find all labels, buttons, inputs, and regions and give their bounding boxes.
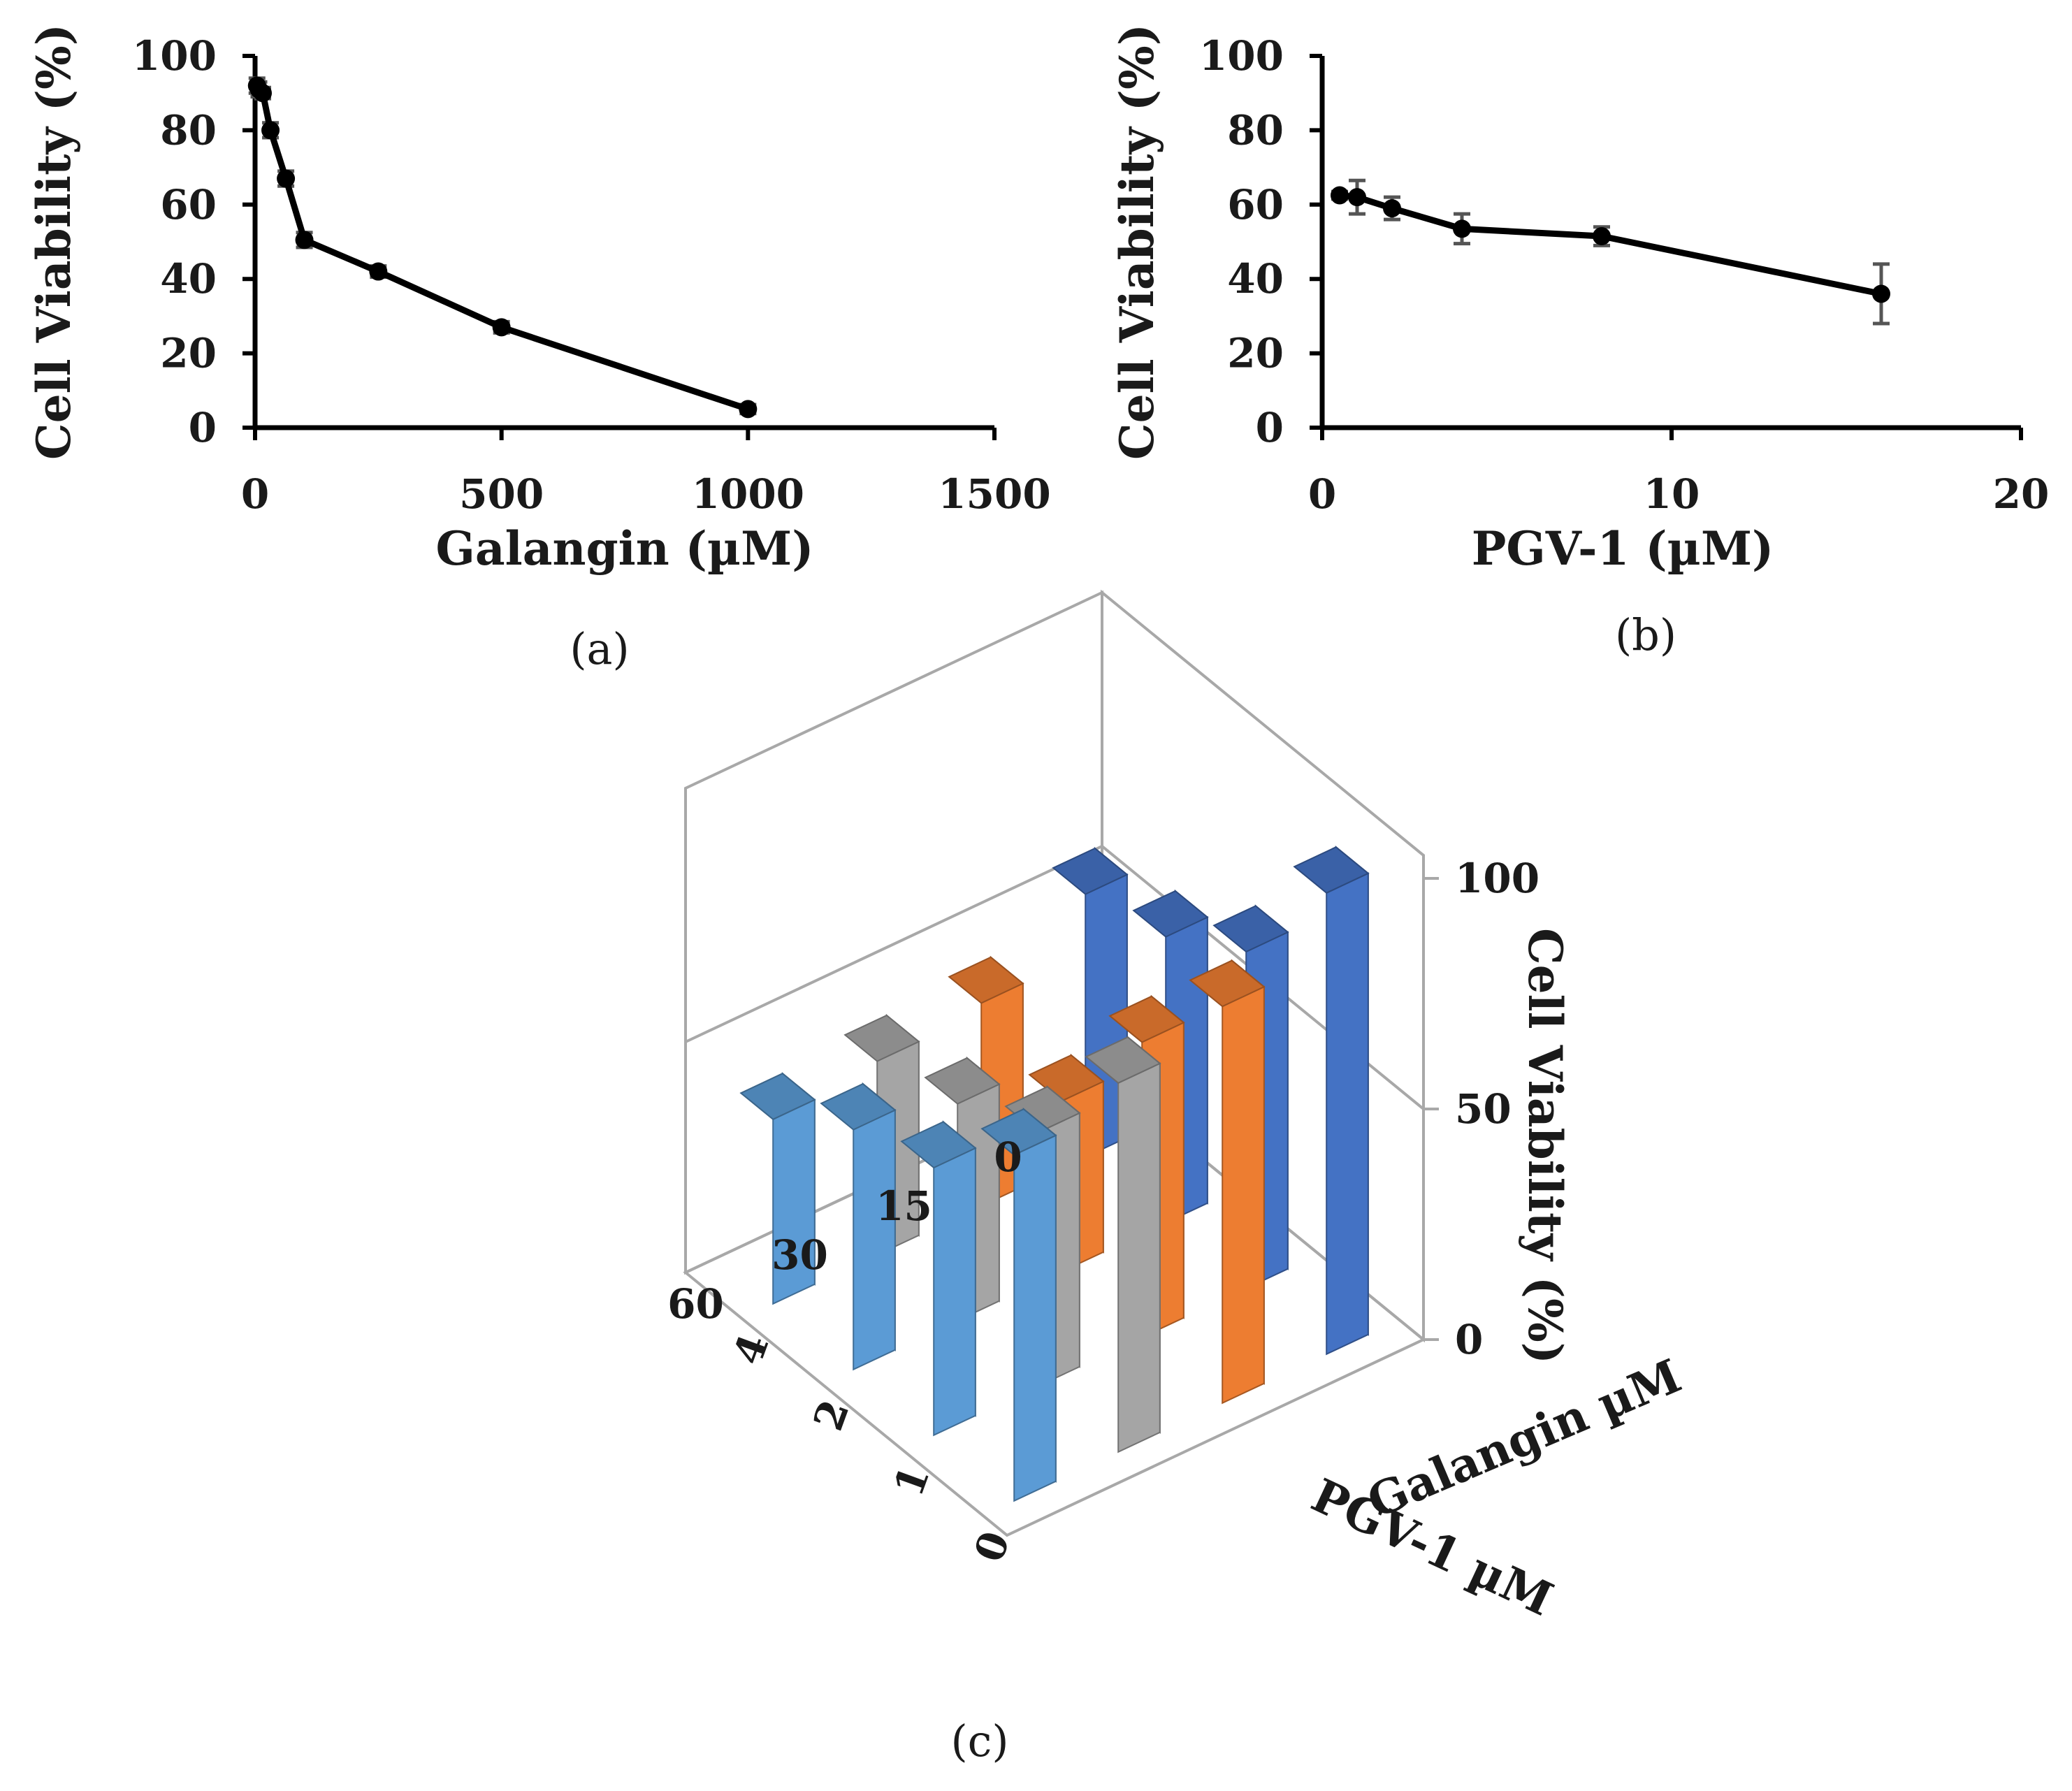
a-x-tick-label: 0 [241, 470, 269, 518]
b-data-point [1383, 199, 1401, 218]
chart-c-bar [1293, 846, 1370, 1356]
chart-c-pgv1-tick-label: 1 [885, 1460, 939, 1502]
chart-b-series-line [1339, 192, 1882, 297]
a-data-point [492, 318, 511, 337]
chart-c-z-tick-label: 0 [1455, 1316, 1483, 1363]
chart-c-walls [683, 589, 1439, 1537]
chart-a-tick-marks [242, 54, 997, 440]
chart-c-z-tick-label: 50 [1455, 1085, 1512, 1133]
chart-c-gridline [685, 844, 1425, 1110]
a-data-point [261, 121, 280, 140]
b-data-point [1331, 186, 1349, 205]
chart-c-galangin-tick-label: 30 [771, 1231, 828, 1279]
b-y-tick-label: 40 [1227, 255, 1284, 303]
a-x-tick-label: 500 [459, 470, 544, 518]
a-y-tick-label: 0 [189, 404, 217, 451]
chart-b-error-bars [1331, 178, 1890, 326]
b-x-tick-label: 10 [1644, 470, 1700, 518]
chart-a-series-line [254, 84, 749, 412]
chart-b-points [1331, 186, 1890, 303]
chart-c-side-wall [1101, 589, 1425, 1343]
chart-c-bar [1189, 959, 1266, 1405]
chart-c-bar [980, 1108, 1057, 1502]
chart-c-panel-label: (c) [950, 1716, 1008, 1767]
chart-c-bar [900, 1120, 977, 1437]
a-y-tick-label: 80 [160, 106, 217, 154]
a-x-tick-label: 1500 [938, 470, 1050, 518]
b-y-tick-label: 80 [1227, 106, 1284, 154]
chart-c-z-tick-label: 100 [1455, 855, 1539, 902]
chart-c-bars [739, 846, 1370, 1502]
b-data-point [1348, 188, 1366, 207]
chart-c-bar [1085, 1036, 1161, 1453]
chart-c-galangin-tick-label: 15 [876, 1182, 932, 1230]
chart-c-bar [820, 1082, 897, 1371]
a-y-tick-label: 60 [160, 181, 217, 229]
chart-c-pgv1-tick-label: 4 [724, 1328, 778, 1371]
b-data-point [1453, 219, 1471, 238]
b-data-point [1593, 227, 1611, 246]
b-y-tick-label: 0 [1256, 404, 1284, 451]
a-data-point [295, 231, 314, 249]
a-data-point [369, 262, 388, 281]
chart-c-bar [1052, 846, 1129, 1159]
a-x-tick-label: 1000 [692, 470, 804, 518]
chart-c-galangin-tick-label: 0 [994, 1133, 1022, 1181]
a-y-tick-label: 40 [160, 255, 217, 303]
chart-c-z-axis-label: Cell Viability (%) [1518, 928, 1572, 1364]
a-y-tick-label: 100 [132, 32, 217, 80]
b-data-point [1872, 284, 1890, 303]
a-data-point [277, 169, 296, 188]
chart-b-tick-marks [1310, 54, 2023, 440]
b-y-tick-label: 100 [1199, 32, 1284, 80]
b-y-tick-label: 20 [1227, 330, 1284, 377]
chart-c-galangin-axis-label: Galangin µM [1360, 1348, 1689, 1529]
chart-b-pgv1: 0 20 40 60 80 100 0 10 20 PGV-1 (µM) Cell Viabil… [1110, 24, 2049, 660]
chart-b-y-axis-label: Cell Viability (%) [1110, 24, 1164, 460]
a-data-point [254, 84, 273, 103]
chart-c-pgv1-tick-label: 0 [965, 1525, 1020, 1568]
b-x-tick-label: 0 [1308, 470, 1336, 518]
chart-a-points [247, 76, 758, 419]
b-x-tick-label: 20 [1993, 470, 2050, 518]
chart-a-y-axis-label: Cell Viability (%) [27, 24, 81, 460]
a-data-point [739, 400, 758, 419]
a-y-tick-label: 20 [160, 330, 217, 377]
chart-c-pgv1-tick-label: 2 [804, 1394, 859, 1437]
chart-a-x-axis-label: Galangin (µM) [436, 521, 814, 576]
chart-c-galangin-tick-label: 60 [667, 1280, 724, 1328]
b-y-tick-label: 60 [1227, 181, 1284, 229]
chart-b-x-axis-label: PGV-1 (µM) [1472, 521, 1774, 576]
chart-b-tick-labels: 0 20 40 60 80 100 0 10 20 [1199, 32, 2049, 518]
chart-a-panel-label: (a) [570, 623, 629, 674]
chart-b-panel-label: (b) [1615, 609, 1676, 660]
chart-c-bar [739, 1072, 816, 1305]
